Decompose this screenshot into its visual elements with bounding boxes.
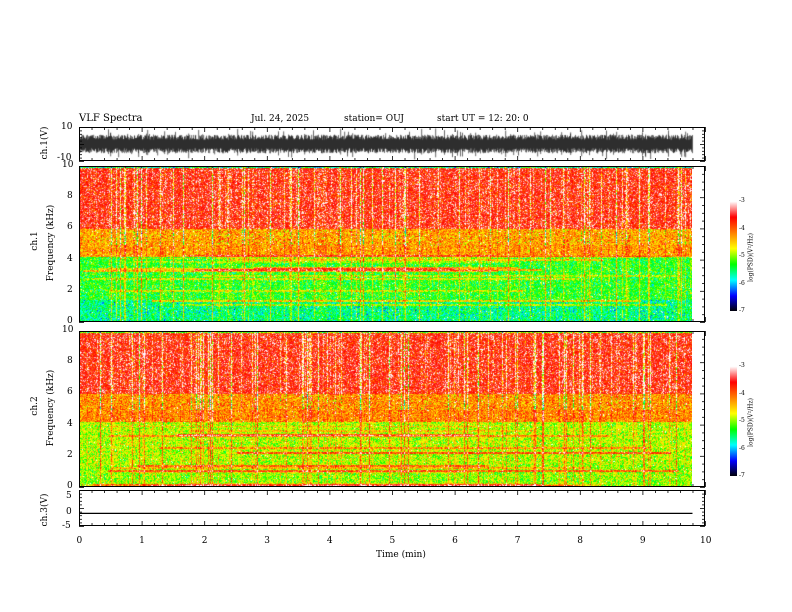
spectrogram-ytick-label: 10 (62, 325, 74, 335)
spectrogram-ytick-label: 8 (67, 191, 73, 202)
colorbar-tick-label: -5 (739, 417, 745, 424)
ch1-waveform-ylabel: ch.1(V) (40, 126, 50, 160)
ch1-spectrogram-image (80, 167, 692, 321)
ch1-waveform-trace (79, 127, 705, 161)
date-label: Jul. 24, 2025 (251, 114, 310, 124)
ch3-waveform-frame (79, 490, 705, 526)
time-tick-label: 7 (514, 536, 521, 546)
ch1-colorbar-label: log(PSD)(V²/Hz) (747, 233, 755, 282)
time-tick-label: 5 (389, 536, 396, 546)
spectrogram-ytick-label: 4 (67, 253, 73, 264)
time-tick-label: 0 (76, 536, 83, 546)
time-axis-label: Time (min) (376, 550, 426, 560)
time-tick-label: 8 (577, 536, 584, 546)
spectrogram-ytick-label: 4 (67, 418, 73, 429)
spectrogram-ytick-label: 8 (67, 356, 73, 367)
colorbar-tick-label: -5 (739, 252, 745, 259)
colorbar-tick-label: -3 (739, 362, 745, 369)
ch3-ytick-top: 5 (66, 491, 72, 501)
ch2-colorbar-label: log(PSD)(V²/Hz) (747, 398, 755, 447)
time-tick-label: 10 (700, 536, 712, 546)
start-time-label: start UT = 12: 20: 0 (437, 114, 529, 124)
ch1-ytick-bottom: -10 (57, 153, 72, 163)
time-tick-label: 9 (639, 536, 646, 546)
time-tick-label: 6 (452, 536, 458, 546)
colorbar-tick-label: -6 (739, 279, 745, 287)
time-tick-label: 2 (201, 536, 208, 546)
ch2-spectrogram-channel-label: ch.2 (30, 396, 40, 416)
spectrogram-ytick-label: 6 (67, 222, 73, 233)
ch1-spectrogram-ylabel: Frequency (kHz) (46, 204, 56, 282)
spectrogram-ytick-label: 2 (67, 449, 73, 460)
station-label: station= OUJ (344, 114, 405, 124)
spectrogram-ytick-label: 6 (67, 387, 73, 398)
spectrogram-ytick-label: 10 (62, 160, 74, 170)
spectrogram-ytick-label: 2 (67, 284, 73, 295)
colorbar-tick-label: -7 (739, 307, 745, 314)
ch3-ytick-bottom: -5 (62, 521, 71, 531)
colorbar-tick-label: -4 (739, 389, 745, 397)
ch1-colorbar (730, 201, 737, 311)
spectrogram-ytick-label: 0 (67, 316, 73, 326)
time-tick-label: 3 (264, 536, 271, 546)
colorbar-tick-label: -6 (739, 444, 745, 452)
colorbar-tick-label: -7 (739, 472, 745, 479)
time-tick-label: 1 (139, 536, 145, 546)
ch1-spectrogram-channel-label: ch.1 (30, 231, 40, 251)
colorbar-tick-label: -3 (739, 197, 745, 204)
figure-title: VLF Spectra (79, 113, 143, 124)
ch3-waveform-ylabel: ch.3(V) (40, 493, 50, 527)
ch3-ytick-middle: 0 (66, 507, 72, 517)
spectrogram-ytick-label: 0 (67, 481, 73, 491)
ch1-ytick-top: 10 (61, 122, 73, 132)
ch2-spectrogram-ylabel: Frequency (kHz) (46, 369, 56, 447)
time-tick-label: 4 (326, 536, 333, 546)
ch2-spectrogram-image (80, 332, 692, 486)
colorbar-tick-label: -4 (739, 224, 745, 232)
ch2-colorbar (730, 366, 737, 476)
